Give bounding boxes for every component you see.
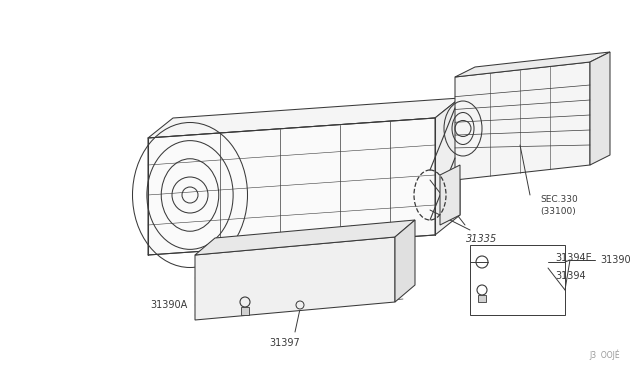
Text: (33100): (33100) (540, 207, 576, 216)
Polygon shape (478, 295, 486, 302)
Polygon shape (148, 118, 435, 255)
Polygon shape (435, 98, 460, 235)
Polygon shape (395, 220, 415, 302)
Text: 31390A: 31390A (150, 300, 188, 310)
Polygon shape (148, 98, 460, 138)
Text: SEC.330: SEC.330 (540, 195, 578, 204)
Text: 31335: 31335 (466, 234, 497, 244)
Polygon shape (590, 52, 610, 165)
Polygon shape (455, 52, 610, 77)
Polygon shape (440, 165, 460, 225)
Polygon shape (241, 307, 249, 315)
Polygon shape (455, 62, 590, 180)
Polygon shape (195, 237, 395, 320)
Text: 31394E: 31394E (555, 253, 592, 263)
Text: 31397: 31397 (269, 338, 300, 348)
Text: J3  OOJÉ: J3 OOJÉ (589, 350, 620, 360)
Text: 31394: 31394 (555, 271, 586, 281)
Polygon shape (195, 220, 415, 255)
Text: 31390: 31390 (600, 255, 630, 265)
